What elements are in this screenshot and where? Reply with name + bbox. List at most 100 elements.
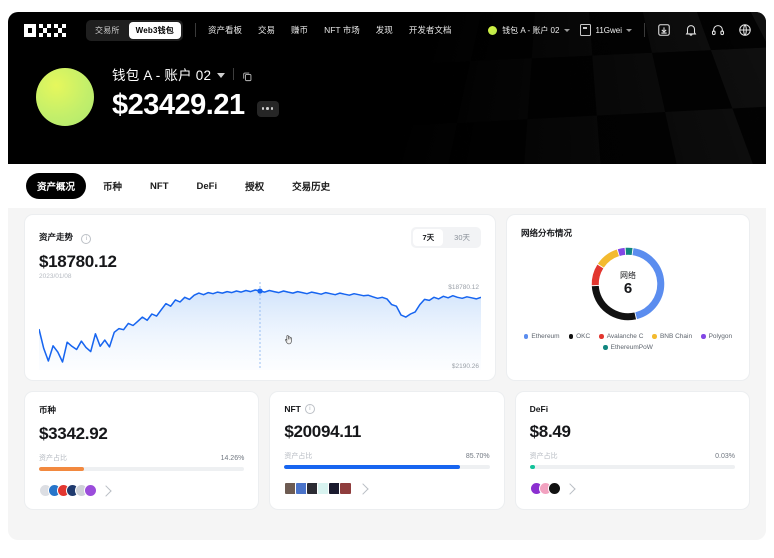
overview-row-bottom: 币种 $3342.92 资产占比 14.26%	[24, 391, 750, 510]
legend-item-polygon[interactable]: Polygon	[701, 333, 732, 340]
account-name-row: 钱包 A - 账户 02	[112, 64, 279, 84]
donut-segment-okc[interactable]	[591, 285, 637, 321]
chevron-right-icon[interactable]	[563, 482, 576, 495]
balance-row: $23429.21	[112, 89, 279, 122]
token-ratio-bar-fill	[39, 467, 85, 471]
seg-web3wallet[interactable]: Web3钱包	[128, 21, 182, 39]
nft-card-header: NFT i	[284, 404, 489, 414]
gas-price-label: 11Gwei	[595, 25, 622, 35]
chevron-right-icon[interactable]	[357, 482, 369, 495]
token-ratio-label: 资产占比	[39, 455, 67, 462]
defi-card-header: DeFi	[530, 404, 735, 414]
section-tabs: 资产概况 币种 NFT DeFi 授权 交易历史	[8, 164, 766, 208]
donut-label-text: 网络	[620, 271, 636, 281]
legend-label: Ethereum	[531, 333, 560, 340]
divider	[233, 68, 235, 80]
nav-link-trade[interactable]: 交易	[258, 25, 276, 35]
tab-overview[interactable]: 资产概况	[26, 173, 87, 199]
asset-trend-date: 2023/01/08	[39, 273, 72, 280]
donut-segment-polygon[interactable]	[617, 247, 626, 256]
donut-svg	[591, 247, 665, 321]
wallet-selector[interactable]: 钱包 A - 账户 02	[488, 25, 571, 36]
nft-thumbnail-stack[interactable]	[284, 482, 489, 495]
nft-ratio-percent: 85.70%	[465, 453, 490, 460]
nav-link-developer-docs[interactable]: 开发者文档	[408, 25, 452, 35]
token-card-title: 币种	[39, 405, 57, 415]
token-card-value: $3342.92	[39, 424, 108, 443]
range-30d[interactable]: 30天	[454, 233, 470, 242]
nft-summary-card[interactable]: NFT i $20094.11 资产占比 85.70%	[269, 391, 505, 510]
asset-trend-value: $18780.12	[39, 252, 117, 271]
tab-nft[interactable]: NFT	[150, 180, 169, 192]
defi-protocol-stack[interactable]	[529, 482, 735, 495]
account-avatar[interactable]	[36, 68, 94, 126]
tab-tokens[interactable]: 币种	[103, 182, 123, 193]
legend-item-avalanche-c[interactable]: Avalanche C	[599, 333, 643, 340]
legend-label: OKC	[576, 333, 591, 340]
token-icons	[39, 484, 97, 497]
legend-item-ethereumpow[interactable]: EthereumPoW	[603, 344, 653, 351]
top-navigation-bar: 交易所 Web3钱包 资产看板 交易 赚币 NFT 市场 发现 开发者文档 钱包…	[8, 12, 766, 48]
total-balance: $23429.21	[112, 89, 245, 121]
legend-item-okc[interactable]: OKC	[568, 333, 591, 340]
asset-trend-title: 资产走势	[39, 232, 74, 242]
range-7d[interactable]: 7天	[413, 229, 444, 246]
okx-logo[interactable]	[24, 23, 68, 37]
copy-icon[interactable]	[242, 69, 253, 81]
donut-segment-avalanche-c[interactable]	[591, 264, 604, 286]
chart-min-label: $2190.26	[451, 363, 479, 370]
globe-icon[interactable]	[738, 23, 752, 37]
nft-thumb-6	[339, 482, 353, 495]
more-dots-icon[interactable]	[256, 100, 279, 117]
wallet-avatar-dot	[488, 25, 498, 35]
bell-icon[interactable]	[684, 23, 698, 37]
legend-label: Avalanche C	[606, 333, 644, 340]
nft-card-value: $20094.11	[284, 422, 362, 441]
account-details: 钱包 A - 账户 02 $23429.21	[112, 62, 279, 122]
account-summary: 钱包 A - 账户 02 $23429.21	[8, 48, 766, 126]
token-summary-card[interactable]: 币种 $3342.92 资产占比 14.26%	[24, 391, 260, 510]
network-legend: Ethereum OKC Avalanche C BNB Chain Polyg…	[521, 333, 735, 351]
legend-label: Polygon	[708, 333, 733, 340]
token-card-header: 币种	[39, 404, 244, 416]
main-content: 资产走势 i 7天 30天 $18780.12 2023/01/08	[8, 208, 766, 510]
overview-row-top: 资产走势 i 7天 30天 $18780.12 2023/01/08	[24, 214, 750, 381]
nav-divider	[195, 23, 197, 37]
donut-segment-ethereum[interactable]	[632, 248, 665, 320]
defi-ratio-bar-fill	[529, 465, 535, 469]
gas-price-selector[interactable]: 11Gwei	[580, 24, 632, 36]
chevron-right-icon[interactable]	[100, 484, 112, 497]
tab-transaction-history[interactable]: 交易历史	[292, 182, 331, 193]
defi-icon-3	[547, 482, 561, 495]
range-toggle: 7天 30天	[411, 227, 481, 248]
nav-link-dashboard[interactable]: 资产看板	[208, 25, 243, 35]
tab-defi[interactable]: DeFi	[196, 180, 218, 192]
token-ratio-percent: 14.26%	[220, 455, 245, 462]
seg-exchange[interactable]: 交易所	[95, 25, 120, 35]
asset-trend-plot[interactable]: $18780.12 $2190.26	[39, 282, 481, 370]
nft-ratio-bar	[284, 465, 490, 469]
account-name: 钱包 A - 账户 02	[112, 68, 212, 83]
headset-icon[interactable]	[711, 23, 725, 37]
nav-link-earn[interactable]: 赚币	[291, 25, 309, 35]
network-distribution-card: 网络分布情况 网络 6 Ethereum OKC Avalanche C BNB…	[506, 214, 750, 381]
donut-segment-bnb-chain[interactable]	[597, 249, 620, 268]
asset-trend-header: 资产走势 i 7天 30天	[39, 227, 481, 248]
info-icon[interactable]: i	[81, 234, 92, 244]
chevron-down-icon	[626, 28, 632, 32]
token-icon-stack[interactable]	[39, 484, 244, 497]
chevron-down-icon[interactable]	[217, 73, 226, 78]
nav-link-discover[interactable]: 发现	[375, 25, 393, 35]
tab-approvals[interactable]: 授权	[245, 182, 265, 193]
hero-section: 交易所 Web3钱包 资产看板 交易 赚币 NFT 市场 发现 开发者文档 钱包…	[8, 12, 766, 164]
legend-item-bnb-chain[interactable]: BNB Chain	[652, 333, 692, 340]
info-icon[interactable]: i	[304, 404, 315, 414]
nft-ratio-label: 资产占比	[284, 453, 313, 460]
asset-trend-title-wrap: 资产走势 i	[39, 227, 92, 245]
defi-summary-card[interactable]: DeFi $8.49 资产占比 0.03%	[514, 391, 750, 510]
nav-right-cluster: 钱包 A - 账户 02 11Gwei	[488, 23, 752, 37]
nav-link-nft-market[interactable]: NFT 市场	[324, 25, 360, 35]
download-icon[interactable]	[657, 23, 671, 37]
legend-item-ethereum[interactable]: Ethereum	[523, 333, 560, 340]
icon-divider	[644, 23, 645, 37]
